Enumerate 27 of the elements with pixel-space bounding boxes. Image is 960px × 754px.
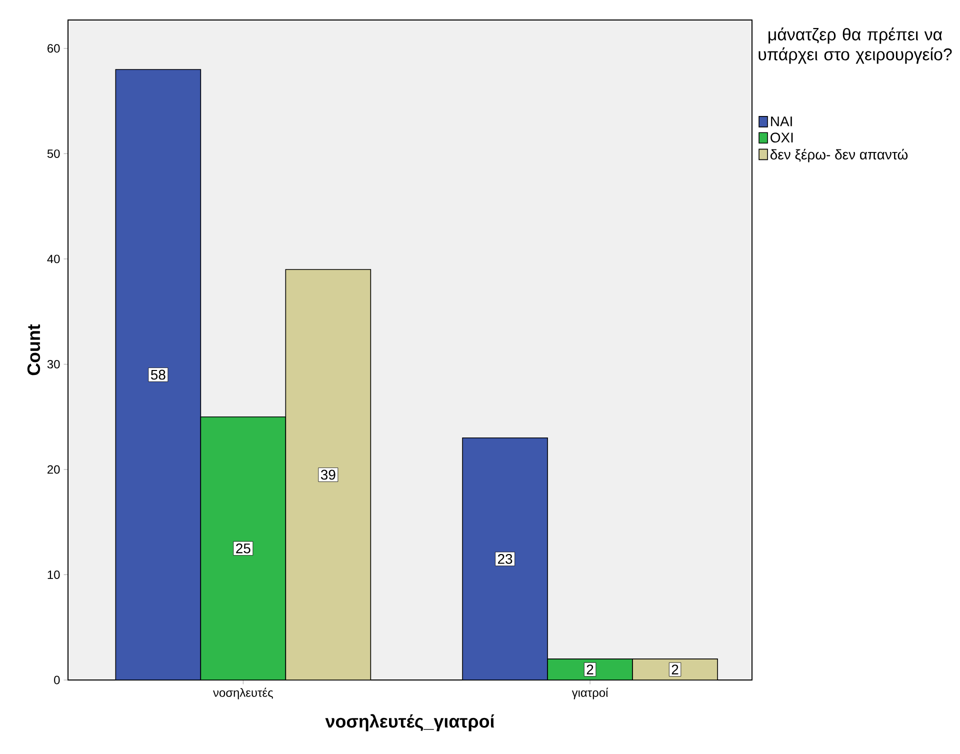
y-tick-label: 20	[48, 465, 60, 474]
y-axis-title: Count	[27, 324, 40, 376]
data-label: 2	[672, 664, 678, 674]
bar	[285, 269, 372, 680]
y-tick-label: 40	[47, 254, 60, 264]
legend-title: μάνατζερ θα πρέπει να υπάρχει στο χειρουργείο?	[758, 28, 952, 64]
data-label: 23	[498, 554, 512, 564]
x-tick-label: νοσηλευτές	[213, 688, 273, 700]
data-label: 58	[150, 370, 166, 380]
legend-label: δεν ξέρω- δεν απαντώ	[770, 148, 908, 162]
bar	[115, 69, 202, 680]
data-label: 39	[320, 470, 336, 480]
legend-label: ΝΑΙ	[771, 116, 792, 126]
data-label: 25	[236, 543, 250, 554]
y-tick-label: 10	[48, 570, 60, 579]
y-tick-label: 30	[47, 360, 60, 368]
legend-label: ΟΧΙ	[770, 132, 793, 143]
bar	[632, 658, 718, 680]
y-tick-label: 60	[48, 44, 60, 53]
y-tick-label: 0	[54, 676, 60, 684]
bar	[547, 658, 633, 680]
x-axis-title: νοσηλευτές_γιατροί	[325, 714, 494, 732]
y-tick-label: 50	[47, 149, 60, 158]
data-label: 2	[586, 664, 594, 674]
bar	[200, 416, 286, 680]
bar	[462, 437, 548, 680]
x-tick-label: γιατροί	[572, 688, 608, 700]
